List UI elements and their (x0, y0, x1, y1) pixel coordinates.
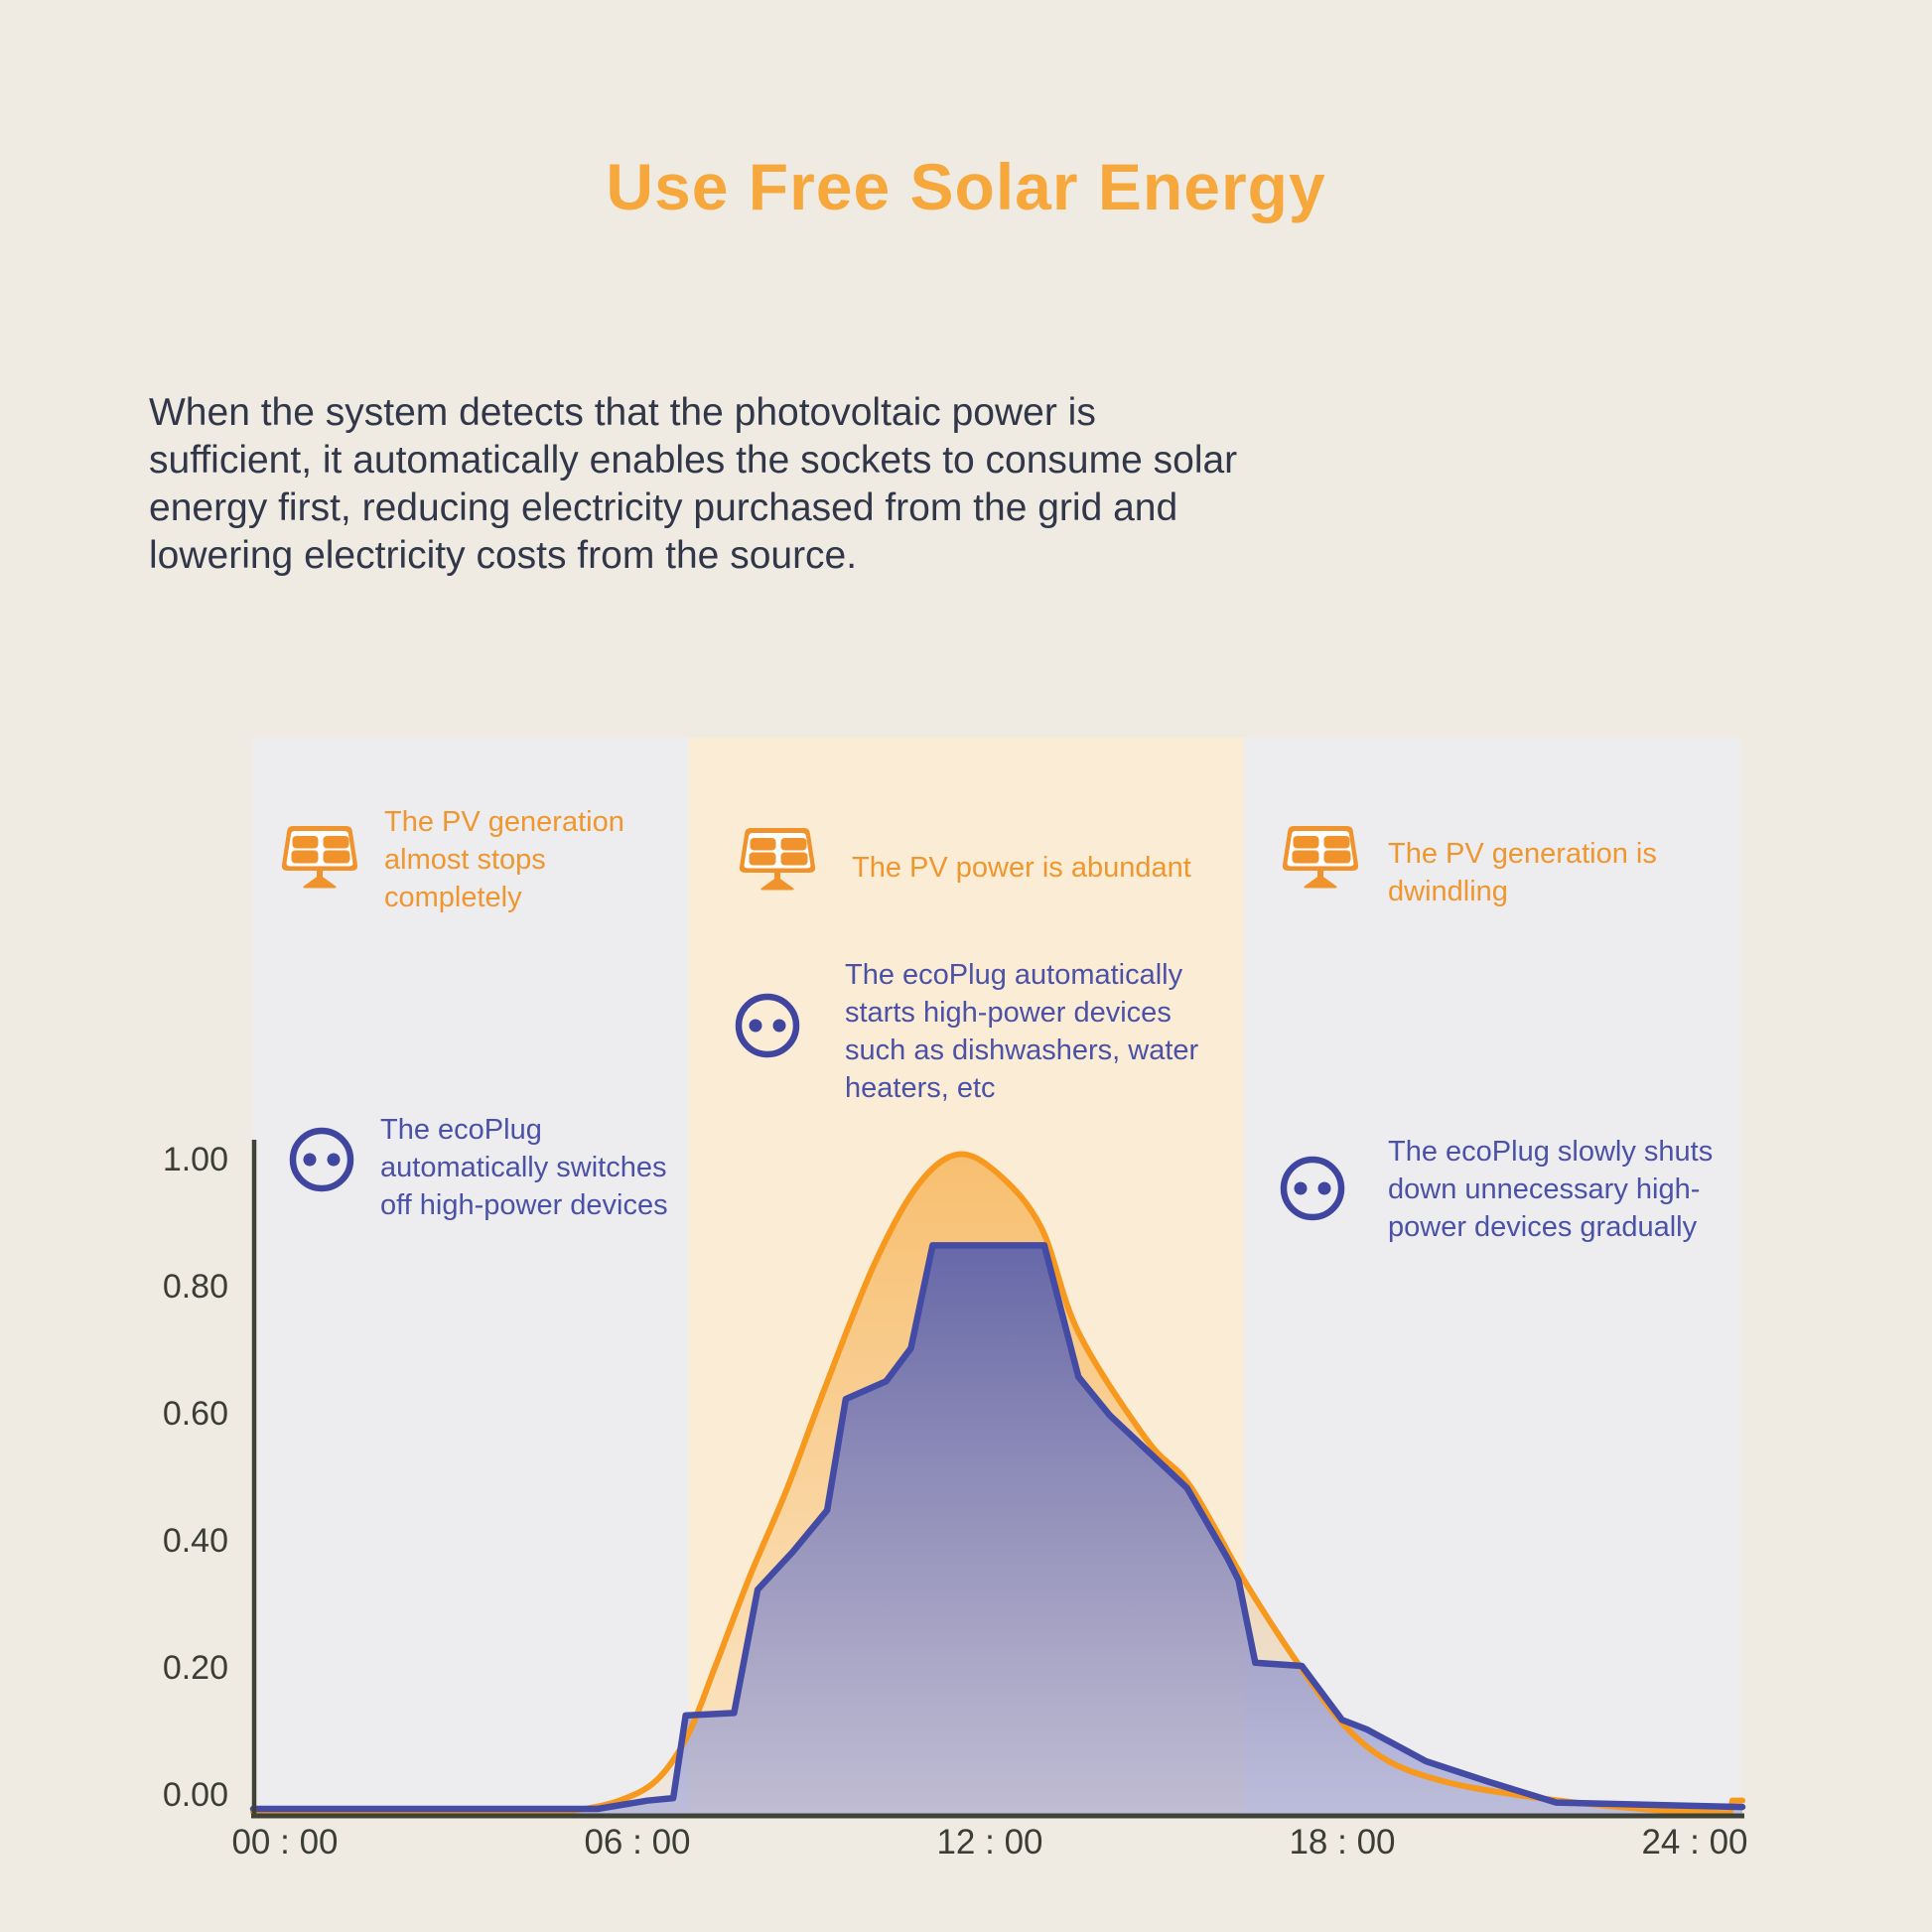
socket-icon (289, 1127, 354, 1192)
x-tick-label: 18 : 00 (1289, 1823, 1396, 1862)
pv-note: The PV generation is dwindling (1388, 838, 1657, 907)
intro-line: sufficient, it automatically enables the… (149, 439, 1238, 482)
socket-icon (735, 993, 800, 1058)
pv-note: The PV generation almost stops completel… (384, 806, 624, 913)
y-tick-label: 0.40 (162, 1522, 228, 1560)
solar-panel-icon (1282, 826, 1359, 889)
x-tick-label: 00 : 00 (231, 1823, 339, 1862)
plug-note: The ecoPlug automatically starts high-po… (845, 959, 1199, 1104)
pv-note: The PV power is abundant (852, 852, 1191, 884)
x-tick-label: 06 : 00 (584, 1823, 691, 1862)
intro-paragraph: When the system detects that the photovo… (149, 389, 1237, 580)
x-tick-label: 12 : 00 (936, 1823, 1043, 1862)
solar-panel-icon (281, 826, 358, 889)
y-tick-label: 0.80 (162, 1268, 228, 1306)
y-tick-label: 0.00 (162, 1776, 228, 1814)
intro-line: energy first, reducing electricity purch… (149, 486, 1178, 529)
phase-panel-night: The PV generation almost stops completel… (253, 738, 689, 1816)
phase-panel-evening: The PV generation is dwindling The ecoPl… (1244, 738, 1740, 1816)
plug-note: The ecoPlug slowly shuts down unnecessar… (1388, 1136, 1714, 1243)
plug-note: The ecoPlug automatically switches off h… (380, 1114, 668, 1221)
x-tick-label: 24 : 00 (1641, 1823, 1748, 1862)
intro-line: lowering electricity costs from the sour… (149, 534, 858, 577)
phase-panel-midday: The PV power is abundant The ecoPlug aut… (689, 738, 1244, 1816)
y-tick-label: 0.60 (162, 1395, 228, 1433)
y-tick-label: 1.00 (162, 1141, 228, 1178)
socket-icon (1280, 1156, 1345, 1221)
y-tick-label: 0.20 (162, 1649, 228, 1687)
intro-line: When the system detects that the photovo… (149, 391, 1096, 434)
page-title: Use Free Solar Energy (606, 150, 1326, 223)
solar-panel-icon (739, 828, 816, 891)
